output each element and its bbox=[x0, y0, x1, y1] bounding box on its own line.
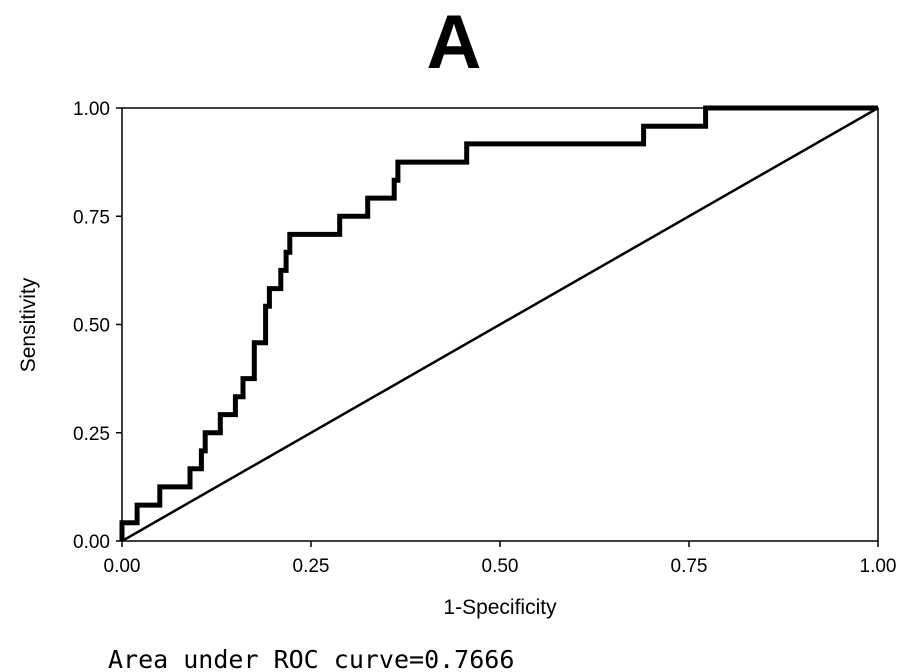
y-tick-label: 1.00 bbox=[73, 99, 110, 120]
y-tick-label: 0.75 bbox=[73, 207, 110, 228]
y-axis-label: Sensitivity bbox=[17, 277, 40, 372]
x-tick-label: 0.75 bbox=[671, 556, 708, 577]
reference-diagonal-line bbox=[121, 106, 879, 543]
x-tick-label: 0.25 bbox=[293, 556, 330, 577]
x-axis: 0.00 0.25 0.50 0.75 1.00 bbox=[104, 541, 897, 577]
x-axis-label: 1-Specificity bbox=[443, 596, 557, 619]
y-tick-label: 0.25 bbox=[73, 424, 110, 445]
y-tick-label: 0.00 bbox=[73, 532, 110, 553]
x-tick-label: 0.00 bbox=[104, 556, 141, 577]
y-tick-label: 0.50 bbox=[73, 316, 110, 337]
x-tick-label: 0.50 bbox=[482, 556, 519, 577]
roc-curve-line bbox=[119, 105, 878, 541]
x-tick-label: 1.00 bbox=[860, 556, 897, 577]
panel-title: A bbox=[427, 0, 482, 85]
y-axis: 0.00 0.25 0.50 0.75 1.00 bbox=[73, 99, 122, 553]
auc-annotation: Area under ROC curve=0.7666 bbox=[108, 645, 514, 672]
